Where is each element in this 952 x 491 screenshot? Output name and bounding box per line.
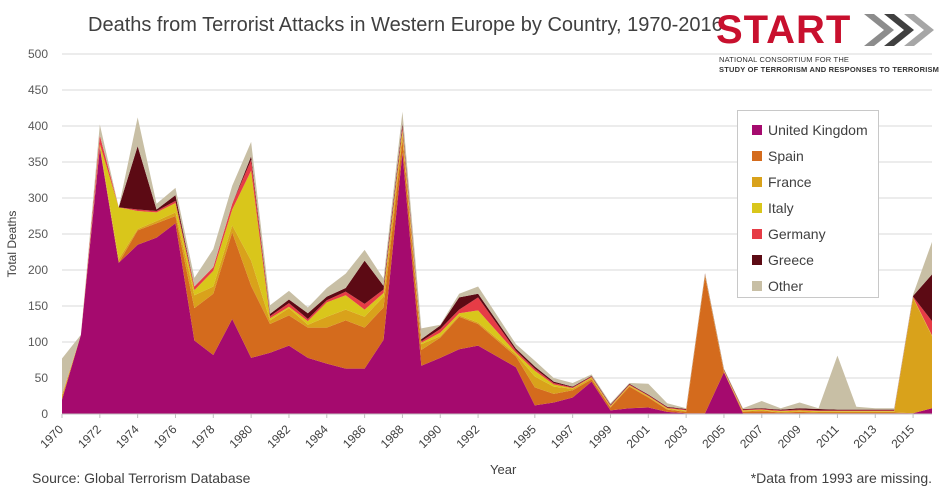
- x-axis-label: Year: [490, 462, 517, 477]
- source-note: Source: Global Terrorism Database: [32, 470, 251, 486]
- y-tick-label: 150: [28, 299, 48, 313]
- y-tick-label: 500: [28, 47, 48, 61]
- x-tick-label: 1986: [340, 422, 369, 451]
- x-tick-label: 2003: [661, 422, 690, 451]
- x-tick-label: 1990: [416, 422, 445, 451]
- logo-tagline-line2: STUDY OF TERRORISM AND RESPONSES TO TERR…: [719, 65, 940, 74]
- y-axis-label: Total Deaths: [5, 210, 19, 278]
- x-tick-label: 1982: [264, 422, 293, 451]
- x-tick-label: 2005: [699, 422, 728, 451]
- x-tick-label: 1980: [226, 422, 255, 451]
- y-tick-label: 50: [35, 371, 49, 385]
- legend-label: Greece: [768, 252, 814, 268]
- logo-tagline-line1: NATIONAL CONSORTIUM FOR THE: [719, 55, 850, 64]
- legend-item: Other: [738, 273, 878, 299]
- legend-item: Greece: [738, 247, 878, 273]
- legend-label: France: [768, 174, 812, 190]
- series-area-spain: [62, 139, 932, 414]
- x-tick-label: 2015: [888, 422, 917, 451]
- legend-item: Germany: [738, 221, 878, 247]
- y-tick-label: 450: [28, 83, 48, 97]
- missing-data-note: *Data from 1993 are missing.: [750, 470, 932, 486]
- x-tick-label: 1995: [510, 422, 539, 451]
- x-tick-label: 1999: [586, 422, 615, 451]
- legend-label: Italy: [768, 200, 794, 216]
- x-tick-label: 2011: [813, 422, 841, 450]
- x-tick-label: 1976: [151, 422, 180, 451]
- y-tick-label: 250: [28, 227, 48, 241]
- x-tick-label: 1974: [113, 422, 142, 451]
- series-area-other: [62, 111, 932, 410]
- x-tick-label: 1984: [302, 422, 331, 451]
- legend-item: Italy: [738, 195, 878, 221]
- x-tick-label: 1988: [378, 422, 407, 451]
- legend-label: Germany: [768, 226, 826, 242]
- legend-label: United Kingdom: [768, 122, 868, 138]
- x-tick-label: 1978: [189, 422, 218, 451]
- x-tick-label: 1992: [453, 422, 482, 451]
- area-series: [62, 111, 932, 414]
- x-tick-label: 2009: [775, 422, 804, 451]
- y-tick-label: 350: [28, 155, 48, 169]
- y-tick-label: 0: [41, 407, 48, 421]
- x-tick-label: 1997: [548, 422, 577, 451]
- x-tick-label: 1972: [75, 422, 104, 451]
- legend-label: Spain: [768, 148, 804, 164]
- chart-title: Deaths from Terrorist Attacks in Western…: [88, 14, 723, 36]
- y-tick-label: 400: [28, 119, 48, 133]
- legend-swatch: [752, 177, 762, 187]
- legend-swatch: [752, 281, 762, 291]
- x-tick-label: 2013: [851, 422, 880, 451]
- x-tick-label: 2007: [737, 422, 766, 451]
- legend-label: Other: [768, 278, 804, 294]
- series-area-united-kingdom: [62, 147, 932, 414]
- y-tick-label: 100: [28, 335, 48, 349]
- logo-wordmark: START: [716, 8, 852, 52]
- legend-item: Spain: [738, 143, 878, 169]
- legend-swatch: [752, 255, 762, 265]
- chevron-arrows-icon: [864, 14, 934, 46]
- start-logo: START NATIONAL CONSORTIUM FOR THE STUDY …: [716, 8, 944, 78]
- x-tick-label: 1970: [37, 422, 66, 451]
- legend-item: France: [738, 169, 878, 195]
- y-tick-label: 200: [28, 263, 48, 277]
- x-tick-label: 2001: [624, 422, 653, 451]
- legend-item: United Kingdom: [738, 117, 878, 143]
- legend-swatch: [752, 151, 762, 161]
- legend-swatch: [752, 203, 762, 213]
- y-tick-label: 300: [28, 191, 48, 205]
- chart-legend: United Kingdom Spain France Italy Germany Gre…: [737, 110, 879, 298]
- legend-swatch: [752, 229, 762, 239]
- legend-swatch: [752, 125, 762, 135]
